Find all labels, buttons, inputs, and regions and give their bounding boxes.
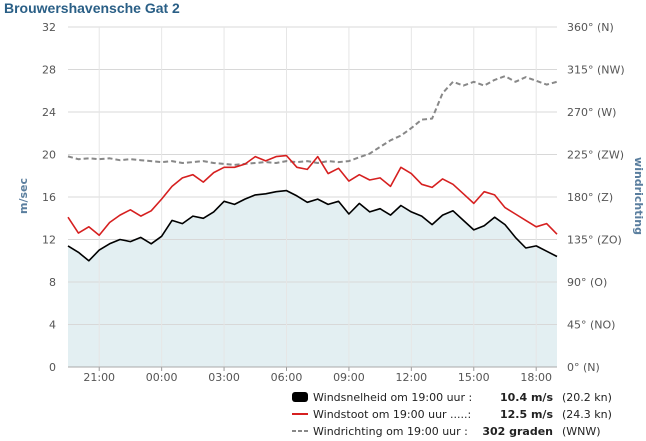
y-tick-right: 135° (ZO) — [567, 234, 622, 247]
x-tick-label: 18:00 — [520, 371, 552, 384]
axes: 0 0° (N) 4 45° (NO) 8 90° (O) 12 135° (ZO) 16 180… — [42, 21, 625, 384]
y-tick-left: 4 — [49, 319, 56, 332]
legend-extra: (24.3 kn) — [562, 408, 612, 421]
y-tick-right: 360° (N) — [567, 21, 614, 34]
x-tick-label: 12:00 — [395, 371, 427, 384]
y-tick-left: 8 — [49, 276, 56, 289]
y-tick-left: 0 — [49, 361, 56, 374]
x-tick-label: 21:00 — [83, 371, 115, 384]
x-tick-label: 06:00 — [271, 371, 303, 384]
grid-lines — [68, 26, 557, 368]
legend-extra: (WNW) — [562, 425, 601, 438]
legend-value: 12.5 m/s — [500, 408, 553, 421]
legend: Windsnelheid om 19:00 uur : 10.4 m/s (20.2… — [292, 391, 612, 438]
y-tick-right: 180° (Z) — [567, 191, 613, 204]
series-line-windstoot — [67, 154, 558, 237]
x-tick-label: 00:00 — [146, 371, 178, 384]
y-tick-left: 24 — [42, 106, 56, 119]
y-tick-right: 45° (NO) — [567, 319, 615, 332]
series-line-windsnelheid — [67, 189, 558, 262]
y-tick-left: 28 — [42, 64, 56, 77]
series-line-windrichting — [67, 75, 558, 166]
legend-extra: (20.2 kn) — [562, 391, 612, 404]
y-tick-right: 90° (O) — [567, 276, 607, 289]
y-tick-right: 225° (ZW) — [567, 149, 624, 162]
y-axis-right-label: windrichting — [632, 157, 645, 235]
y-tick-right: 0° (N) — [567, 361, 600, 374]
legend-value: 302 graden — [482, 425, 553, 438]
legend-swatch — [292, 392, 308, 402]
y-tick-right: 270° (W) — [567, 106, 616, 119]
legend-value: 10.4 m/s — [500, 391, 553, 404]
legend-label: Windrichting om 19:00 uur : — [313, 425, 468, 438]
x-tick-label: 03:00 — [208, 371, 240, 384]
area-fill-windsnelheid — [68, 190, 557, 367]
plot-area-background — [68, 190, 557, 367]
y-axis-left-label: m/sec — [17, 178, 30, 214]
chart-title: Brouwershavensche Gat 2 — [4, 0, 180, 16]
y-tick-left: 12 — [42, 234, 56, 247]
series-lines — [67, 75, 558, 262]
x-tick-label: 15:00 — [458, 371, 490, 384]
legend-label: Windsnelheid om 19:00 uur : — [313, 391, 472, 404]
legend-label: Windstoot om 19:00 uur .....: — [313, 408, 471, 421]
y-tick-left: 32 — [42, 21, 56, 34]
y-tick-right: 315° (NW) — [567, 64, 625, 77]
y-tick-left: 20 — [42, 149, 56, 162]
x-tick-label: 09:00 — [333, 371, 365, 384]
y-tick-left: 16 — [42, 191, 56, 204]
